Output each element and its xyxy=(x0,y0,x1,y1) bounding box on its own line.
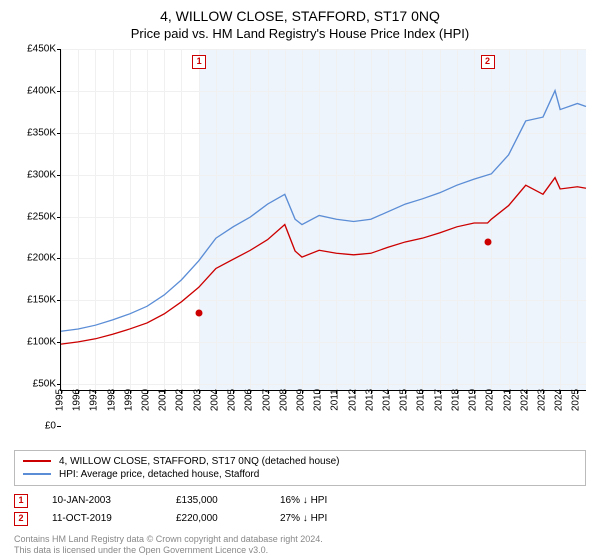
y-tick-label: £450K xyxy=(14,44,56,55)
transaction-marker: 2 xyxy=(481,55,495,69)
x-tick-label: 2022 xyxy=(519,388,530,410)
y-tick-label: £250K xyxy=(14,211,56,222)
footer-line-1: Contains HM Land Registry data © Crown c… xyxy=(14,534,586,545)
y-tick-label: £150K xyxy=(14,295,56,306)
transaction-dot xyxy=(484,238,491,245)
transaction-price: £220,000 xyxy=(176,513,256,524)
x-tick-label: 2008 xyxy=(278,388,289,410)
x-tick-label: 2004 xyxy=(209,388,220,410)
plot-region: 12 xyxy=(60,49,586,391)
transaction-dot xyxy=(196,309,203,316)
x-tick-label: 2014 xyxy=(382,388,393,410)
transaction-delta: 16% ↓ HPI xyxy=(280,495,327,506)
y-tick-label: £100K xyxy=(14,337,56,348)
y-tick-label: £50K xyxy=(14,379,56,390)
footer-line-2: This data is licensed under the Open Gov… xyxy=(14,545,586,556)
x-tick-label: 2023 xyxy=(536,388,547,410)
transaction-marker: 1 xyxy=(192,55,206,69)
series-paid xyxy=(61,178,586,344)
x-tick-label: 2021 xyxy=(502,388,513,410)
transactions-table: 1 10-JAN-2003 £135,000 16% ↓ HPI 2 11-OCT-201… xyxy=(14,492,586,528)
x-tick-label: 2007 xyxy=(261,388,272,410)
legend-item-hpi: HPI: Average price, detached house, Staf… xyxy=(23,468,577,481)
legend-label-paid: 4, WILLOW CLOSE, STAFFORD, ST17 0NQ (det… xyxy=(59,456,339,467)
y-tick-label: £400K xyxy=(14,85,56,96)
x-tick-label: 2011 xyxy=(330,389,341,411)
x-tick-label: 2018 xyxy=(450,388,461,410)
x-tick-label: 2006 xyxy=(244,388,255,410)
x-tick-label: 2012 xyxy=(347,388,358,410)
x-tick-label: 2003 xyxy=(192,388,203,410)
chart-title: 4, WILLOW CLOSE, STAFFORD, ST17 0NQ xyxy=(14,8,586,24)
footer-attribution: Contains HM Land Registry data © Crown c… xyxy=(14,534,586,557)
x-tick-label: 1999 xyxy=(123,388,134,410)
y-tick-label: £0 xyxy=(14,421,56,432)
transaction-price: £135,000 xyxy=(176,495,256,506)
x-tick-label: 2025 xyxy=(571,388,582,410)
transaction-row: 2 11-OCT-2019 £220,000 27% ↓ HPI xyxy=(14,510,586,528)
x-tick-label: 2010 xyxy=(313,388,324,410)
x-tick-label: 1997 xyxy=(89,388,100,410)
x-tick-label: 2019 xyxy=(468,388,479,410)
chart-subtitle: Price paid vs. HM Land Registry's House … xyxy=(14,26,586,41)
legend-item-paid: 4, WILLOW CLOSE, STAFFORD, ST17 0NQ (det… xyxy=(23,455,577,468)
chart-area: £0 £50K £100K £150K £200K £250K £300K £350K £400… xyxy=(14,49,586,446)
y-tick-label: £200K xyxy=(14,253,56,264)
x-tick-label: 2016 xyxy=(416,388,427,410)
x-tick-label: 2005 xyxy=(227,388,238,410)
transaction-row: 1 10-JAN-2003 £135,000 16% ↓ HPI xyxy=(14,492,586,510)
transaction-date: 10-JAN-2003 xyxy=(52,495,152,506)
x-tick-label: 2000 xyxy=(141,388,152,410)
series-hpi xyxy=(61,91,586,332)
transaction-badge: 2 xyxy=(14,512,28,526)
y-axis-labels: £0£50K£100K£150K£200K£250K£300K£350K£400… xyxy=(14,49,56,391)
legend-swatch-hpi xyxy=(23,473,51,475)
legend-swatch-paid xyxy=(23,460,51,462)
x-tick-label: 2024 xyxy=(554,388,565,410)
x-tick-label: 1995 xyxy=(55,388,66,410)
legend-label-hpi: HPI: Average price, detached house, Staf… xyxy=(59,469,259,480)
x-tick-label: 1996 xyxy=(72,388,83,410)
transaction-badge: 1 xyxy=(14,494,28,508)
x-tick-label: 2013 xyxy=(364,388,375,410)
line-layer xyxy=(61,49,586,390)
x-tick-label: 2009 xyxy=(295,388,306,410)
x-tick-label: 2015 xyxy=(399,388,410,410)
y-tick-label: £350K xyxy=(14,127,56,138)
legend-box: 4, WILLOW CLOSE, STAFFORD, ST17 0NQ (det… xyxy=(14,450,586,486)
x-tick-label: 2002 xyxy=(175,388,186,410)
transaction-date: 11-OCT-2019 xyxy=(52,513,152,524)
x-tick-label: 2020 xyxy=(485,388,496,410)
y-tick-label: £300K xyxy=(14,169,56,180)
x-tick-label: 1998 xyxy=(106,388,117,410)
x-tick-label: 2001 xyxy=(158,388,169,410)
x-tick-label: 2017 xyxy=(433,388,444,410)
x-axis-labels: 1995199619971998199920002001200220032004… xyxy=(60,394,586,446)
transaction-delta: 27% ↓ HPI xyxy=(280,513,327,524)
